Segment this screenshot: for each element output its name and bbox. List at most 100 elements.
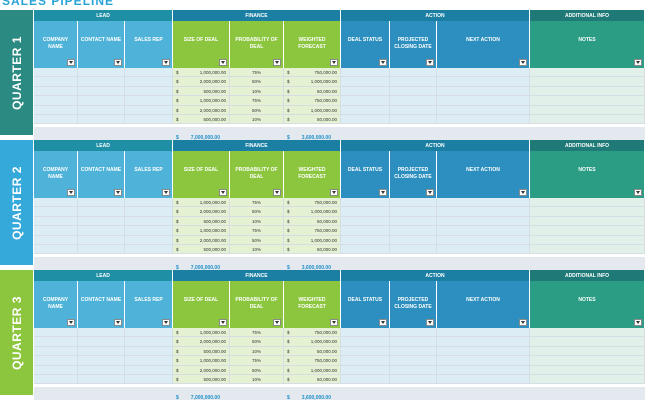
table-cell-company[interactable] [34, 105, 78, 115]
table-cell-closing[interactable] [390, 245, 437, 255]
table-cell-prob[interactable]: 75% [230, 226, 284, 236]
table-cell-notes[interactable] [530, 77, 645, 87]
table-cell-rep[interactable] [125, 346, 173, 357]
table-cell-company[interactable] [34, 365, 78, 375]
table-cell-status[interactable] [341, 77, 390, 87]
table-cell-size[interactable]: $2,000,000.00 [173, 207, 230, 217]
table-cell-contact[interactable] [78, 375, 125, 385]
table-cell-rep[interactable] [125, 356, 173, 366]
table-cell-next[interactable] [437, 216, 530, 227]
table-cell-prob[interactable]: 75% [230, 356, 284, 366]
filter-dropdown-button[interactable] [426, 189, 434, 196]
table-cell-status[interactable] [341, 96, 390, 106]
table-cell-weighted[interactable]: $1,000,000.00 [284, 105, 341, 115]
table-cell-notes[interactable] [530, 86, 645, 97]
table-cell-prob[interactable]: 75% [230, 198, 284, 208]
table-cell-notes[interactable] [530, 235, 645, 245]
table-cell-weighted[interactable]: $50,000.00 [284, 86, 341, 97]
table-cell-next[interactable] [437, 337, 530, 347]
table-cell-contact[interactable] [78, 198, 125, 208]
table-cell-contact[interactable] [78, 68, 125, 78]
filter-dropdown-button[interactable] [426, 319, 434, 326]
table-cell-prob[interactable]: 50% [230, 365, 284, 375]
table-cell-notes[interactable] [530, 105, 645, 115]
filter-dropdown-button[interactable] [67, 319, 75, 326]
table-cell-company[interactable] [34, 216, 78, 227]
table-cell-contact[interactable] [78, 235, 125, 245]
table-cell-prob[interactable]: 10% [230, 115, 284, 125]
table-cell-status[interactable] [341, 365, 390, 375]
table-cell-contact[interactable] [78, 105, 125, 115]
table-cell-weighted[interactable]: $1,000,000.00 [284, 337, 341, 347]
filter-dropdown-button[interactable] [114, 59, 122, 66]
table-cell-company[interactable] [34, 328, 78, 338]
table-cell-closing[interactable] [390, 77, 437, 87]
table-cell-next[interactable] [437, 346, 530, 357]
table-cell-notes[interactable] [530, 207, 645, 217]
table-cell-contact[interactable] [78, 245, 125, 255]
table-cell-company[interactable] [34, 235, 78, 245]
table-cell-rep[interactable] [125, 86, 173, 97]
table-cell-weighted[interactable]: $750,000.00 [284, 328, 341, 338]
table-cell-prob[interactable]: 10% [230, 375, 284, 385]
filter-dropdown-button[interactable] [162, 319, 170, 326]
table-cell-prob[interactable]: 75% [230, 328, 284, 338]
table-cell-contact[interactable] [78, 216, 125, 227]
filter-dropdown-button[interactable] [330, 189, 338, 196]
filter-dropdown-button[interactable] [519, 319, 527, 326]
table-cell-weighted[interactable]: $50,000.00 [284, 216, 341, 227]
table-cell-next[interactable] [437, 356, 530, 366]
table-cell-size[interactable]: $1,000,000.00 [173, 198, 230, 208]
table-cell-rep[interactable] [125, 365, 173, 375]
table-cell-prob[interactable]: 10% [230, 86, 284, 97]
table-cell-status[interactable] [341, 207, 390, 217]
table-cell-company[interactable] [34, 346, 78, 357]
table-cell-size[interactable]: $500,000.00 [173, 375, 230, 385]
table-cell-size[interactable]: $1,000,000.00 [173, 356, 230, 366]
table-cell-size[interactable]: $1,000,000.00 [173, 226, 230, 236]
table-cell-company[interactable] [34, 207, 78, 217]
table-cell-notes[interactable] [530, 198, 645, 208]
table-cell-weighted[interactable]: $1,000,000.00 [284, 235, 341, 245]
filter-dropdown-button[interactable] [162, 189, 170, 196]
table-cell-next[interactable] [437, 235, 530, 245]
filter-dropdown-button[interactable] [426, 59, 434, 66]
filter-dropdown-button[interactable] [379, 319, 387, 326]
table-cell-size[interactable]: $2,000,000.00 [173, 337, 230, 347]
table-cell-notes[interactable] [530, 115, 645, 125]
table-cell-size[interactable]: $1,000,000.00 [173, 68, 230, 78]
table-cell-prob[interactable]: 50% [230, 77, 284, 87]
table-cell-prob[interactable]: 50% [230, 235, 284, 245]
table-cell-closing[interactable] [390, 328, 437, 338]
table-cell-company[interactable] [34, 86, 78, 97]
filter-dropdown-button[interactable] [67, 59, 75, 66]
table-cell-prob[interactable]: 75% [230, 96, 284, 106]
table-cell-notes[interactable] [530, 346, 645, 357]
table-cell-company[interactable] [34, 337, 78, 347]
table-cell-next[interactable] [437, 77, 530, 87]
table-cell-weighted[interactable]: $50,000.00 [284, 245, 341, 255]
filter-dropdown-button[interactable] [519, 59, 527, 66]
table-cell-size[interactable]: $500,000.00 [173, 86, 230, 97]
table-cell-weighted[interactable]: $750,000.00 [284, 226, 341, 236]
table-cell-contact[interactable] [78, 328, 125, 338]
table-cell-closing[interactable] [390, 356, 437, 366]
filter-dropdown-button[interactable] [273, 319, 281, 326]
table-cell-contact[interactable] [78, 96, 125, 106]
table-cell-closing[interactable] [390, 346, 437, 357]
table-cell-contact[interactable] [78, 226, 125, 236]
table-cell-status[interactable] [341, 346, 390, 357]
table-cell-weighted[interactable]: $50,000.00 [284, 115, 341, 125]
table-cell-contact[interactable] [78, 365, 125, 375]
table-cell-status[interactable] [341, 245, 390, 255]
table-cell-next[interactable] [437, 207, 530, 217]
table-cell-prob[interactable]: 10% [230, 245, 284, 255]
filter-dropdown-button[interactable] [330, 319, 338, 326]
table-cell-prob[interactable]: 50% [230, 207, 284, 217]
table-cell-weighted[interactable]: $750,000.00 [284, 356, 341, 366]
table-cell-company[interactable] [34, 375, 78, 385]
table-cell-closing[interactable] [390, 198, 437, 208]
table-cell-size[interactable]: $500,000.00 [173, 245, 230, 255]
table-cell-notes[interactable] [530, 96, 645, 106]
table-cell-status[interactable] [341, 375, 390, 385]
